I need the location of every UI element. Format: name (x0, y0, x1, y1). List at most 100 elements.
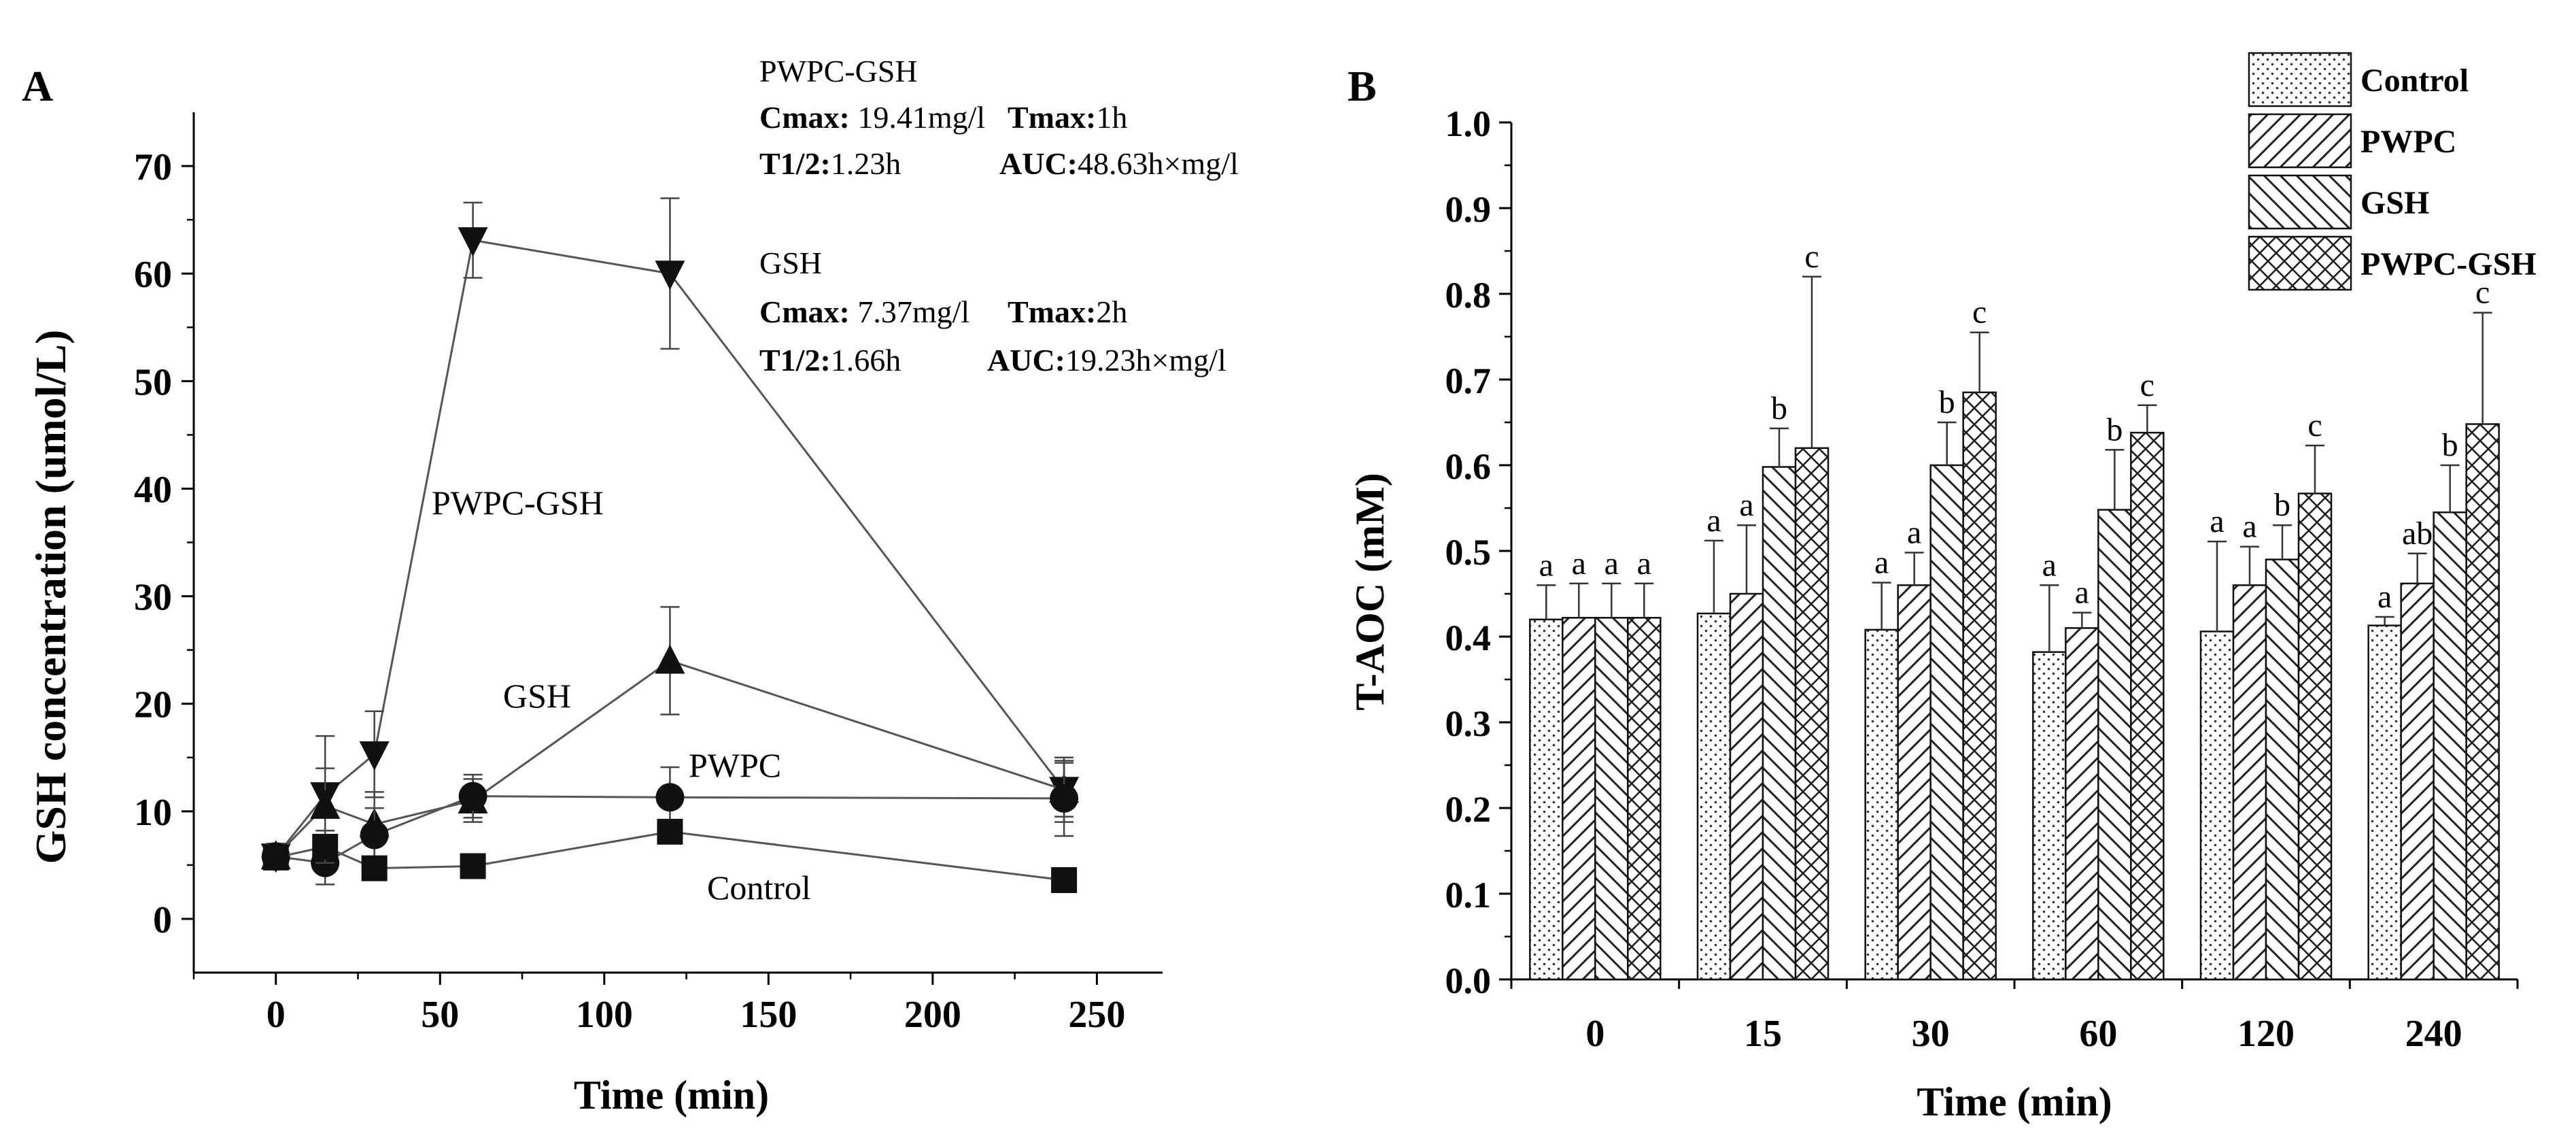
y-tick-label: 0.7 (1445, 360, 1492, 401)
significance-letter: c (1972, 295, 1987, 331)
x-tick-label: 240 (2405, 1013, 2462, 1055)
legend-swatch-pwpc (2248, 113, 2352, 169)
x-tick-label: 250 (1068, 994, 1125, 1036)
bar-control (1864, 628, 1899, 981)
significance-letter: c (1804, 239, 1819, 275)
x-tick-label: 0 (267, 994, 286, 1036)
data-point (657, 818, 683, 845)
pwpc-gsh-t12: T1/2:1.23h (759, 146, 901, 181)
legend-label-pwpc: PWPC (2360, 124, 2456, 160)
y-tick-label: 0.9 (1445, 189, 1492, 230)
significance-letter: b (2274, 487, 2290, 523)
bar-control (2367, 624, 2402, 981)
x-tick-label: 15 (1744, 1013, 1782, 1055)
significance-letter: a (2377, 579, 2392, 615)
panel-b-label: B (1347, 62, 1377, 110)
panel-a-chart: A 0 10 20 30 40 50 60 70 0 50 100 150 200 250 Time (mi… (22, 54, 1239, 1117)
bar-control (2032, 651, 2067, 981)
bar-control (1696, 612, 1732, 981)
panel-a-axes: 0 10 20 30 40 50 60 70 0 50 100 150 200 250 Time (min)… (27, 112, 1163, 1117)
y-tick-label: 10 (134, 792, 172, 834)
significance-letter: b (1771, 390, 1787, 426)
significance-letter: b (2442, 427, 2458, 463)
x-tick-label: 60 (2079, 1013, 2117, 1055)
data-point (262, 844, 289, 871)
significance-letter: ab (2402, 516, 2433, 552)
bar-pwpc (2065, 627, 2099, 981)
data-point (1051, 867, 1078, 894)
bar-pwpc-gsh (1794, 447, 1830, 981)
y-tick-label: 40 (134, 469, 172, 511)
panel-b-x-axis-title: Time (min) (1917, 1079, 2112, 1124)
data-point (361, 855, 388, 881)
x-tick-label: 50 (421, 994, 459, 1036)
x-tick-label: 100 (576, 994, 633, 1036)
y-tick-label: 20 (134, 684, 172, 726)
bar-control (1529, 618, 1564, 981)
panel-b-legend: Control PWPC GSH PWPC-GSH (2248, 52, 2537, 291)
series-control (262, 818, 1078, 894)
y-tick-label: 0.4 (1445, 618, 1492, 658)
significance-letter: c (2307, 407, 2322, 443)
data-point (458, 227, 488, 257)
y-tick-label: 30 (134, 577, 172, 619)
bar-pwpc-gsh (1962, 391, 1997, 981)
panel-b-chart: B 0.0 0.1 0.2 0.3 0.4 0.5 0.6 0.7 0.8 0.9 1.0 0 15 30… (1347, 52, 2537, 1124)
significance-letter: a (1739, 487, 1753, 523)
pwpc-gsh-line-label: PWPC-GSH (432, 484, 604, 522)
bar-gsh (2433, 511, 2467, 981)
bar-pwpc-gsh (2465, 423, 2500, 981)
bar-pwpc-gsh (2130, 431, 2165, 981)
y-tick-label: 0.0 (1445, 960, 1492, 1001)
bar-pwpc (2400, 582, 2435, 981)
bar-pwpc (1897, 584, 1931, 981)
y-tick-label: 60 (134, 254, 172, 296)
x-tick-label: 150 (740, 994, 797, 1036)
y-tick-label: 0.2 (1445, 789, 1492, 830)
legend-label-control: Control (2360, 63, 2469, 99)
bar-gsh (1929, 464, 1964, 981)
gsh-tmax: Tmax:2h (1008, 295, 1127, 329)
data-point (310, 789, 341, 819)
gsh-cmax: Cmax: 7.37mg/l (759, 295, 969, 329)
y-tick-label: 0 (153, 899, 172, 941)
bar-control (2199, 630, 2235, 981)
bar-gsh (2097, 509, 2132, 981)
legend-swatch-control (2248, 52, 2352, 107)
significance-letter: a (1604, 545, 1619, 582)
pwpc-gsh-cmax: Cmax: 19.41mg/l (759, 100, 985, 135)
data-point (360, 820, 389, 849)
significance-letter: c (2475, 275, 2490, 311)
significance-letter: b (1939, 384, 1955, 420)
series-line-pwpc-gsh (275, 239, 1065, 858)
legend-label-gsh: GSH (2360, 185, 2429, 221)
bar-pwpc-gsh (2297, 492, 2333, 981)
significance-letter: a (1637, 545, 1651, 582)
legend-swatch-pwpc-gsh (2248, 235, 2352, 291)
gsh-line-label: GSH (503, 677, 571, 715)
x-tick-label: 30 (1912, 1013, 1950, 1055)
x-tick-label: 200 (904, 994, 961, 1036)
data-point (359, 741, 390, 771)
significance-letter: a (1907, 515, 1921, 551)
significance-letter: a (2042, 547, 2057, 583)
bar-pwpc (1562, 617, 1596, 981)
y-tick-label: 0.6 (1445, 446, 1492, 487)
y-tick-label: 0.1 (1445, 875, 1492, 915)
panel-a-x-axis-title: Time (min) (574, 1073, 769, 1117)
significance-letter: a (1874, 545, 1889, 581)
significance-letter: b (2106, 411, 2123, 448)
data-point (458, 781, 487, 811)
y-tick-label: 70 (134, 146, 172, 188)
bar-gsh (1594, 617, 1629, 981)
pwpc-gsh-auc: AUC:48.63h×mg/l (999, 146, 1239, 181)
significance-letter: a (2210, 503, 2224, 539)
data-point (655, 260, 685, 290)
legend-label-pwpc-gsh: PWPC-GSH (2360, 246, 2537, 282)
gsh-auc: AUC:19.23h×mg/l (987, 343, 1226, 377)
panel-b-axes: 0.0 0.1 0.2 0.3 0.4 0.5 0.6 0.7 0.8 0.9 1.0 0 15 30 60… (1347, 103, 2519, 1124)
significance-letter: a (1539, 547, 1553, 583)
legend-swatch-gsh (2248, 174, 2352, 230)
